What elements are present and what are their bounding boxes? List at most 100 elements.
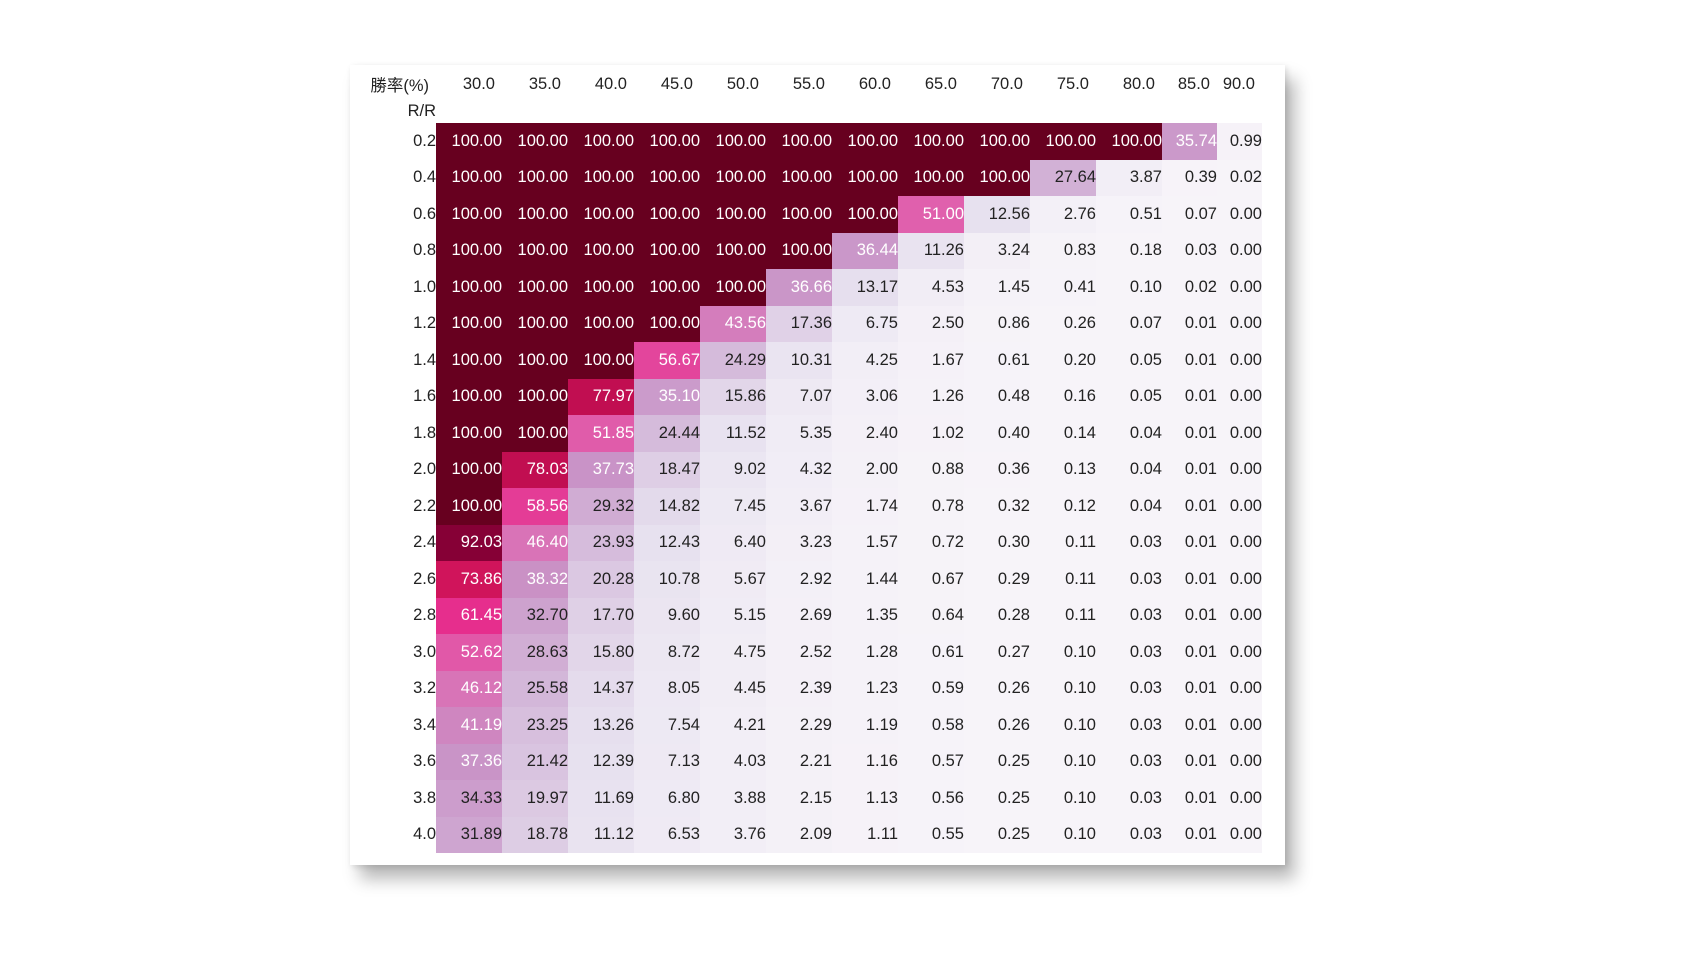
heatmap-cell: 8.72 [634,634,700,671]
heatmap-cell: 0.10 [1096,269,1162,306]
heatmap-row: 1.6 100.00 100.00 77.97 35.10 15.86 7.07 3.06 1.… [362,378,1262,415]
heatmap-cell: 100.00 [964,123,1030,160]
heatmap-cell: 1.35 [832,597,898,634]
heatmap-row: 2.4 92.03 46.40 23.93 12.43 6.40 3.23 1.57 0.72 0… [362,524,1262,561]
heatmap-cell: 0.01 [1162,707,1217,744]
column-header: 40.0 [594,74,627,93]
heatmap-cell: 2.76 [1030,196,1096,233]
heatmap-cell: 100.00 [634,305,700,342]
column-header: 65.0 [924,74,957,93]
heatmap-cell: 0.01 [1162,743,1217,780]
row-label: 2.0 [413,460,436,479]
heatmap-cell: 0.78 [898,488,964,525]
heatmap-cell: 100.00 [436,269,502,306]
heatmap-cell: 0.03 [1162,232,1217,269]
heatmap-cell: 0.01 [1162,634,1217,671]
row-label: 2.2 [413,496,436,515]
row-label: 2.8 [413,606,436,625]
heatmap-cell: 11.12 [568,816,634,853]
heatmap-cell: 23.25 [502,707,568,744]
heatmap-cell: 0.16 [1030,378,1096,415]
heatmap-cell: 4.25 [832,342,898,379]
heatmap-cell: 100.00 [436,305,502,342]
heatmap-cell: 0.29 [964,561,1030,598]
heatmap-cell: 0.55 [898,816,964,853]
heatmap-cell: 1.44 [832,561,898,598]
heatmap-cell: 0.00 [1217,378,1262,415]
heatmap-cell: 0.01 [1162,451,1217,488]
heatmap-cell: 34.33 [436,780,502,817]
heatmap-cell: 36.66 [766,269,832,306]
heatmap-cell: 100.00 [898,159,964,196]
row-label: 3.2 [413,679,436,698]
heatmap-cell: 3.87 [1096,159,1162,196]
heatmap-cell: 0.25 [964,780,1030,817]
heatmap-cell: 0.00 [1217,451,1262,488]
heatmap-cell: 0.61 [898,634,964,671]
heatmap-cell: 0.07 [1096,305,1162,342]
heatmap-row: 2.2 100.00 58.56 29.32 14.82 7.45 3.67 1.74 0.78… [362,488,1262,525]
heatmap-cell: 0.01 [1162,378,1217,415]
heatmap-cell: 100.00 [832,123,898,160]
heatmap-cell: 0.26 [1030,305,1096,342]
heatmap-cell: 37.36 [436,743,502,780]
heatmap-cell: 0.36 [964,451,1030,488]
column-header: 55.0 [792,74,825,93]
heatmap-cell: 0.57 [898,743,964,780]
heatmap-cell: 17.36 [766,305,832,342]
heatmap-cell: 1.57 [832,524,898,561]
heatmap-cell: 10.78 [634,561,700,598]
heatmap-row: 2.8 61.45 32.70 17.70 9.60 5.15 2.69 1.35 0.64 0.… [362,597,1262,634]
heatmap-cell: 1.11 [832,816,898,853]
heatmap-cell: 0.67 [898,561,964,598]
heatmap-row: 1.8 100.00 100.00 51.85 24.44 11.52 5.35 2.40 1.… [362,415,1262,452]
heatmap-cell: 28.63 [502,634,568,671]
heatmap-cell: 7.45 [700,488,766,525]
heatmap-row: 0.2 100.00 100.00 100.00 100.00 100.00 100.00 1… [362,123,1262,160]
heatmap-cell: 0.01 [1162,488,1217,525]
heatmap-cell: 0.18 [1096,232,1162,269]
heatmap-cell: 100.00 [634,196,700,233]
heatmap-cell: 0.07 [1162,196,1217,233]
heatmap-cell: 0.01 [1162,524,1217,561]
heatmap-cell: 100.00 [634,159,700,196]
heatmap-cell: 0.56 [898,780,964,817]
row-label: 2.4 [413,533,436,552]
heatmap-cell: 31.89 [436,816,502,853]
heatmap-cell: 92.03 [436,524,502,561]
heatmap-cell: 7.13 [634,743,700,780]
heatmap-cell: 2.09 [766,816,832,853]
heatmap-cell: 0.03 [1096,561,1162,598]
heatmap-cell: 0.99 [1217,123,1262,160]
heatmap-cell: 0.03 [1096,780,1162,817]
heatmap-cell: 0.32 [964,488,1030,525]
heatmap-cell: 0.41 [1030,269,1096,306]
heatmap-cell: 0.40 [964,415,1030,452]
row-label: 2.6 [413,569,436,588]
column-header: 70.0 [990,74,1023,93]
heatmap-cell: 0.00 [1217,524,1262,561]
heatmap-cell: 8.05 [634,670,700,707]
heatmap-cell: 3.88 [700,780,766,817]
heatmap-cell: 100.00 [766,196,832,233]
heatmap-cell: 5.15 [700,597,766,634]
heatmap-cell: 0.00 [1217,269,1262,306]
heatmap-cell: 0.20 [1030,342,1096,379]
heatmap-row: 3.0 52.62 28.63 15.80 8.72 4.75 2.52 1.28 0.61 0.… [362,634,1262,671]
row-label: 3.4 [413,715,436,734]
heatmap-cell: 12.56 [964,196,1030,233]
heatmap-cell: 100.00 [502,342,568,379]
heatmap-cell: 7.54 [634,707,700,744]
column-header: 80.0 [1122,74,1155,93]
heatmap-cell: 0.11 [1030,561,1096,598]
heatmap-cell: 100.00 [832,159,898,196]
heatmap-cell: 100.00 [436,415,502,452]
heatmap-cell: 0.02 [1217,159,1262,196]
heatmap-cell: 0.11 [1030,597,1096,634]
heatmap-cell: 13.26 [568,707,634,744]
heatmap-cell: 100.00 [568,159,634,196]
heatmap-row: 0.8 100.00 100.00 100.00 100.00 100.00 100.00 3… [362,232,1262,269]
heatmap-cell: 100.00 [436,378,502,415]
heatmap-cell: 15.80 [568,634,634,671]
heatmap-row: 3.2 46.12 25.58 14.37 8.05 4.45 2.39 1.23 0.59 0.… [362,670,1262,707]
